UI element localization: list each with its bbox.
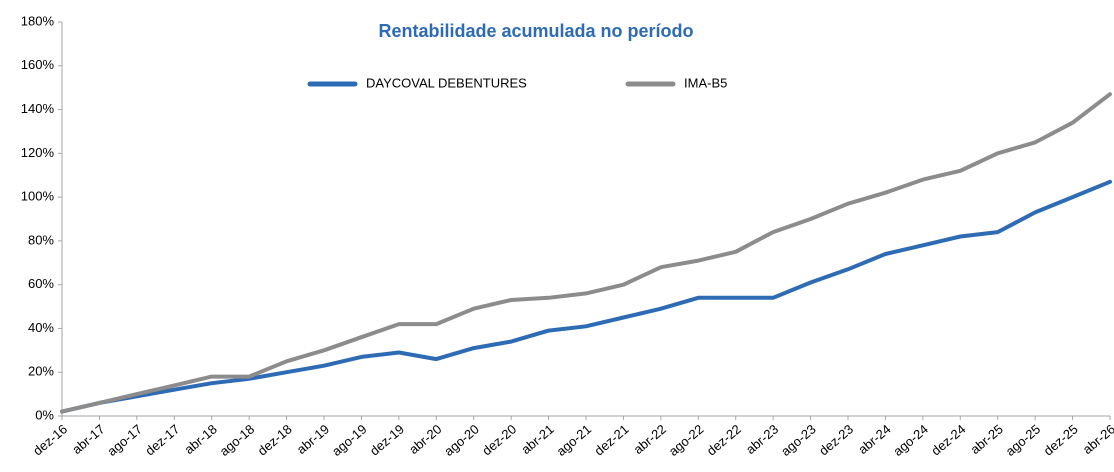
chart-title: Rentabilidade acumulada no período [378,21,693,41]
x-tick-label: dez-17 [142,421,182,458]
y-tick-label: 60% [28,276,54,291]
x-tick-label: dez-22 [704,421,744,458]
x-tick-label: abr-24 [855,421,893,457]
x-tick-label: dez-20 [479,421,519,458]
x-tick-label: abr-25 [967,421,1005,457]
x-tick-label: ago-18 [217,421,258,459]
x-tick-label: dez-16 [30,421,70,458]
x-tick-label: abr-19 [294,421,332,457]
legend-label: IMA-B5 [684,75,727,90]
x-tick-label: dez-24 [928,421,968,458]
x-tick-label: ago-21 [553,421,594,459]
x-tick-label: ago-24 [890,421,931,459]
x-tick-label: abr-23 [743,421,781,457]
x-tick-label: dez-21 [591,421,631,458]
x-tick-label: abr-17 [69,421,107,457]
y-tick-label: 20% [28,364,54,379]
x-tick-label: ago-19 [329,421,370,459]
y-tick-label: 160% [21,57,55,72]
series-line [60,92,1112,414]
y-tick-label: 120% [21,145,55,160]
y-tick-label: 0% [35,407,54,422]
x-tick-label: ago-25 [1003,421,1044,459]
x-tick-label: ago-17 [104,421,145,459]
x-tick-label: abr-22 [631,421,669,457]
x-tick-label: ago-20 [441,421,482,459]
y-tick-label: 100% [21,189,55,204]
legend-label: DAYCOVAL DEBENTURES [366,75,527,90]
series-line [60,179,1112,414]
y-tick-label: 180% [21,13,55,28]
y-tick-label: 80% [28,232,54,247]
x-tick-label: dez-25 [1041,421,1081,458]
x-tick-label: abr-26 [1080,421,1114,457]
y-tick-label: 140% [21,101,55,116]
x-tick-label: abr-18 [181,421,219,457]
x-tick-label: abr-21 [518,421,556,457]
x-tick-label: ago-23 [778,421,819,459]
x-tick-label: ago-22 [666,421,707,459]
x-tick-label: dez-23 [816,421,856,458]
x-tick-label: abr-20 [406,421,444,457]
x-tick-label: dez-19 [367,421,407,458]
x-tick-label: dez-18 [255,421,295,458]
y-tick-label: 40% [28,320,54,335]
